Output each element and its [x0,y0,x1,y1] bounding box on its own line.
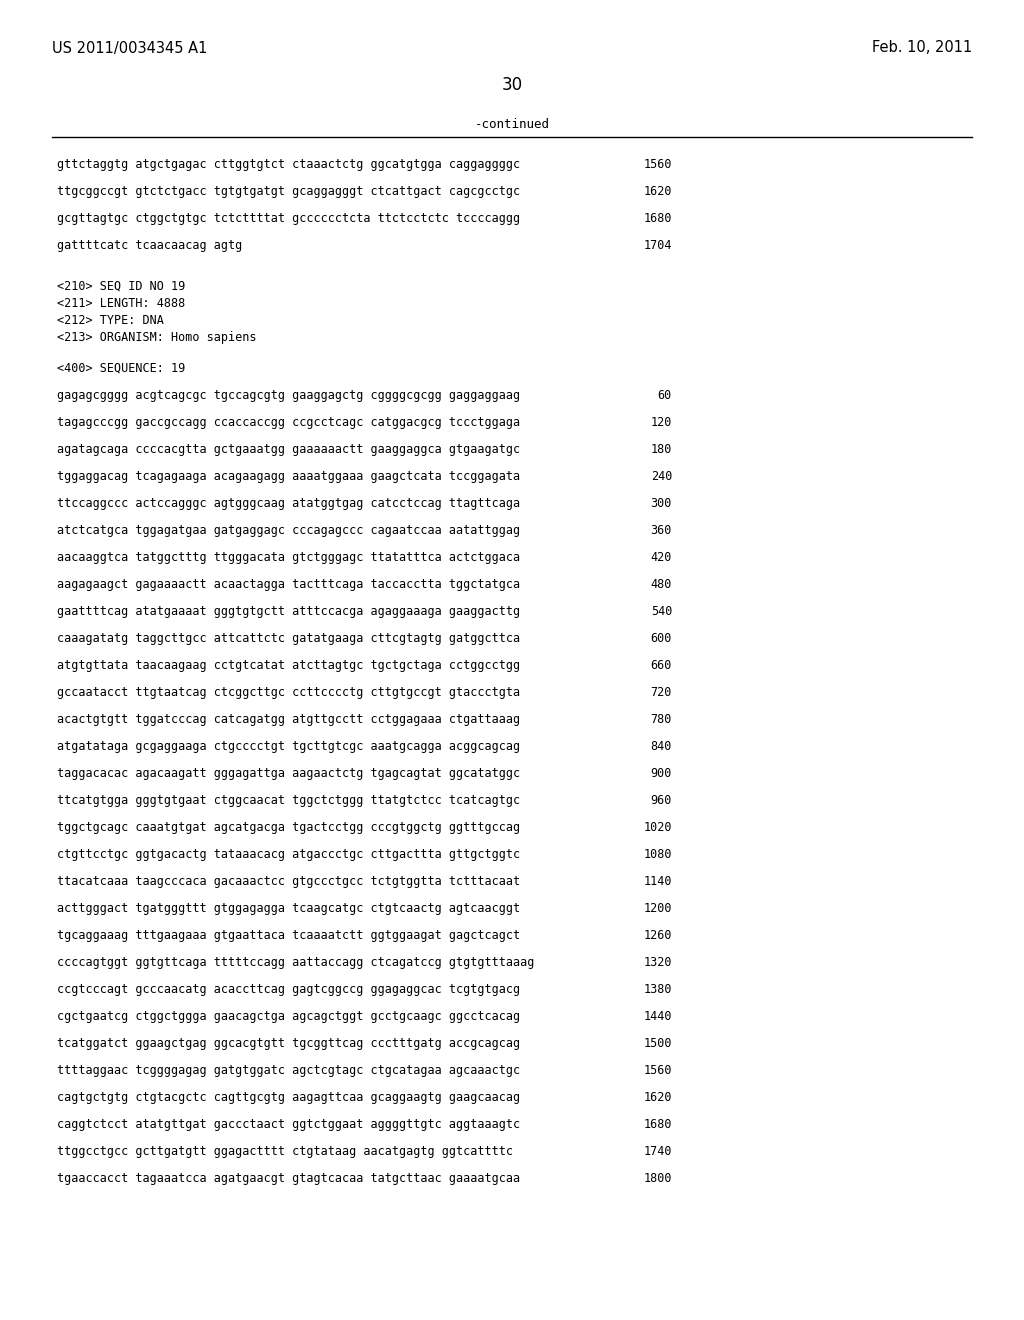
Text: ttccaggccc actccagggc agtgggcaag atatggtgag catcctccag ttagttcaga: ttccaggccc actccagggc agtgggcaag atatggt… [57,498,520,510]
Text: 360: 360 [650,524,672,537]
Text: ttcatgtgga gggtgtgaat ctggcaacat tggctctggg ttatgtctcc tcatcagtgc: ttcatgtgga gggtgtgaat ctggcaacat tggctct… [57,795,520,807]
Text: 1680: 1680 [643,213,672,224]
Text: <400> SEQUENCE: 19: <400> SEQUENCE: 19 [57,362,185,375]
Text: gattttcatc tcaacaacag agtg: gattttcatc tcaacaacag agtg [57,239,243,252]
Text: caggtctcct atatgttgat gaccctaact ggtctggaat aggggttgtc aggtaaagtc: caggtctcct atatgttgat gaccctaact ggtctgg… [57,1118,520,1131]
Text: 1080: 1080 [643,847,672,861]
Text: 540: 540 [650,605,672,618]
Text: 30: 30 [502,77,522,94]
Text: 120: 120 [650,416,672,429]
Text: tggaggacag tcagagaaga acagaagagg aaaatggaaa gaagctcata tccggagata: tggaggacag tcagagaaga acagaagagg aaaatgg… [57,470,520,483]
Text: 420: 420 [650,550,672,564]
Text: gccaatacct ttgtaatcag ctcggcttgc ccttcccctg cttgtgccgt gtaccctgta: gccaatacct ttgtaatcag ctcggcttgc ccttccc… [57,686,520,700]
Text: ctgttcctgc ggtgacactg tataaacacg atgaccctgc cttgacttta gttgctggtc: ctgttcctgc ggtgacactg tataaacacg atgaccc… [57,847,520,861]
Text: tgaaccacct tagaaatcca agatgaacgt gtagtcacaa tatgcttaac gaaaatgcaa: tgaaccacct tagaaatcca agatgaacgt gtagtca… [57,1172,520,1185]
Text: 1500: 1500 [643,1038,672,1049]
Text: 480: 480 [650,578,672,591]
Text: ttggcctgcc gcttgatgtt ggagactttt ctgtataag aacatgagtg ggtcattttc: ttggcctgcc gcttgatgtt ggagactttt ctgtata… [57,1144,513,1158]
Text: 1200: 1200 [643,902,672,915]
Text: US 2011/0034345 A1: US 2011/0034345 A1 [52,41,208,55]
Text: 1680: 1680 [643,1118,672,1131]
Text: <211> LENGTH: 4888: <211> LENGTH: 4888 [57,297,185,310]
Text: 720: 720 [650,686,672,700]
Text: 1320: 1320 [643,956,672,969]
Text: 180: 180 [650,444,672,455]
Text: gcgttagtgc ctggctgtgc tctcttttat gcccccctcta ttctcctctc tccccaggg: gcgttagtgc ctggctgtgc tctcttttat gcccccc… [57,213,520,224]
Text: agatagcaga ccccacgtta gctgaaatgg gaaaaaactt gaaggaggca gtgaagatgc: agatagcaga ccccacgtta gctgaaatgg gaaaaaa… [57,444,520,455]
Text: 960: 960 [650,795,672,807]
Text: tggctgcagc caaatgtgat agcatgacga tgactcctgg cccgtggctg ggtttgccag: tggctgcagc caaatgtgat agcatgacga tgactcc… [57,821,520,834]
Text: 300: 300 [650,498,672,510]
Text: <210> SEQ ID NO 19: <210> SEQ ID NO 19 [57,280,185,293]
Text: aacaaggtca tatggctttg ttgggacata gtctgggagc ttatatttca actctggaca: aacaaggtca tatggctttg ttgggacata gtctggg… [57,550,520,564]
Text: 780: 780 [650,713,672,726]
Text: ttgcggccgt gtctctgacc tgtgtgatgt gcaggagggt ctcattgact cagcgcctgc: ttgcggccgt gtctctgacc tgtgtgatgt gcaggag… [57,185,520,198]
Text: <213> ORGANISM: Homo sapiens: <213> ORGANISM: Homo sapiens [57,331,256,345]
Text: ccccagtggt ggtgttcaga tttttccagg aattaccagg ctcagatccg gtgtgtttaaag: ccccagtggt ggtgttcaga tttttccagg aattacc… [57,956,535,969]
Text: gagagcgggg acgtcagcgc tgccagcgtg gaaggagctg cggggcgcgg gaggaggaag: gagagcgggg acgtcagcgc tgccagcgtg gaaggag… [57,389,520,403]
Text: 1704: 1704 [643,239,672,252]
Text: cgctgaatcg ctggctggga gaacagctga agcagctggt gcctgcaagc ggcctcacag: cgctgaatcg ctggctggga gaacagctga agcagct… [57,1010,520,1023]
Text: caaagatatg taggcttgcc attcattctc gatatgaaga cttcgtagtg gatggcttca: caaagatatg taggcttgcc attcattctc gatatga… [57,632,520,645]
Text: 1800: 1800 [643,1172,672,1185]
Text: 1620: 1620 [643,1092,672,1104]
Text: ttacatcaaa taagcccaca gacaaactcc gtgccctgcc tctgtggtta tctttacaat: ttacatcaaa taagcccaca gacaaactcc gtgccct… [57,875,520,888]
Text: 1440: 1440 [643,1010,672,1023]
Text: gaattttcag atatgaaaat gggtgtgctt atttccacga agaggaaaga gaaggacttg: gaattttcag atatgaaaat gggtgtgctt atttcca… [57,605,520,618]
Text: 1140: 1140 [643,875,672,888]
Text: 1620: 1620 [643,185,672,198]
Text: 240: 240 [650,470,672,483]
Text: ttttaggaac tcggggagag gatgtggatc agctcgtagc ctgcatagaa agcaaactgc: ttttaggaac tcggggagag gatgtggatc agctcgt… [57,1064,520,1077]
Text: taggacacac agacaagatt gggagattga aagaactctg tgagcagtat ggcatatggc: taggacacac agacaagatt gggagattga aagaact… [57,767,520,780]
Text: atgatataga gcgaggaaga ctgcccctgt tgcttgtcgc aaatgcagga acggcagcag: atgatataga gcgaggaaga ctgcccctgt tgcttgt… [57,741,520,752]
Text: -continued: -continued [474,119,550,132]
Text: 600: 600 [650,632,672,645]
Text: 1260: 1260 [643,929,672,942]
Text: 660: 660 [650,659,672,672]
Text: Feb. 10, 2011: Feb. 10, 2011 [871,41,972,55]
Text: 1020: 1020 [643,821,672,834]
Text: gttctaggtg atgctgagac cttggtgtct ctaaactctg ggcatgtgga caggaggggc: gttctaggtg atgctgagac cttggtgtct ctaaact… [57,158,520,172]
Text: 1560: 1560 [643,1064,672,1077]
Text: ccgtcccagt gcccaacatg acaccttcag gagtcggccg ggagaggcac tcgtgtgacg: ccgtcccagt gcccaacatg acaccttcag gagtcgg… [57,983,520,997]
Text: acactgtgtt tggatcccag catcagatgg atgttgcctt cctggagaaa ctgattaaag: acactgtgtt tggatcccag catcagatgg atgttgc… [57,713,520,726]
Text: tgcaggaaag tttgaagaaa gtgaattaca tcaaaatctt ggtggaagat gagctcagct: tgcaggaaag tttgaagaaa gtgaattaca tcaaaat… [57,929,520,942]
Text: 1740: 1740 [643,1144,672,1158]
Text: cagtgctgtg ctgtacgctc cagttgcgtg aagagttcaa gcaggaagtg gaagcaacag: cagtgctgtg ctgtacgctc cagttgcgtg aagagtt… [57,1092,520,1104]
Text: 1560: 1560 [643,158,672,172]
Text: 1380: 1380 [643,983,672,997]
Text: atgtgttata taacaagaag cctgtcatat atcttagtgc tgctgctaga cctggcctgg: atgtgttata taacaagaag cctgtcatat atcttag… [57,659,520,672]
Text: acttgggact tgatgggttt gtggagagga tcaagcatgc ctgtcaactg agtcaacggt: acttgggact tgatgggttt gtggagagga tcaagca… [57,902,520,915]
Text: aagagaagct gagaaaactt acaactagga tactttcaga taccacctta tggctatgca: aagagaagct gagaaaactt acaactagga tactttc… [57,578,520,591]
Text: <212> TYPE: DNA: <212> TYPE: DNA [57,314,164,327]
Text: tagagcccgg gaccgccagg ccaccaccgg ccgcctcagc catggacgcg tccctggaga: tagagcccgg gaccgccagg ccaccaccgg ccgcctc… [57,416,520,429]
Text: 840: 840 [650,741,672,752]
Text: tcatggatct ggaagctgag ggcacgtgtt tgcggttcag ccctttgatg accgcagcag: tcatggatct ggaagctgag ggcacgtgtt tgcggtt… [57,1038,520,1049]
Text: 900: 900 [650,767,672,780]
Text: atctcatgca tggagatgaa gatgaggagc cccagagccc cagaatccaa aatattggag: atctcatgca tggagatgaa gatgaggagc cccagag… [57,524,520,537]
Text: 60: 60 [657,389,672,403]
